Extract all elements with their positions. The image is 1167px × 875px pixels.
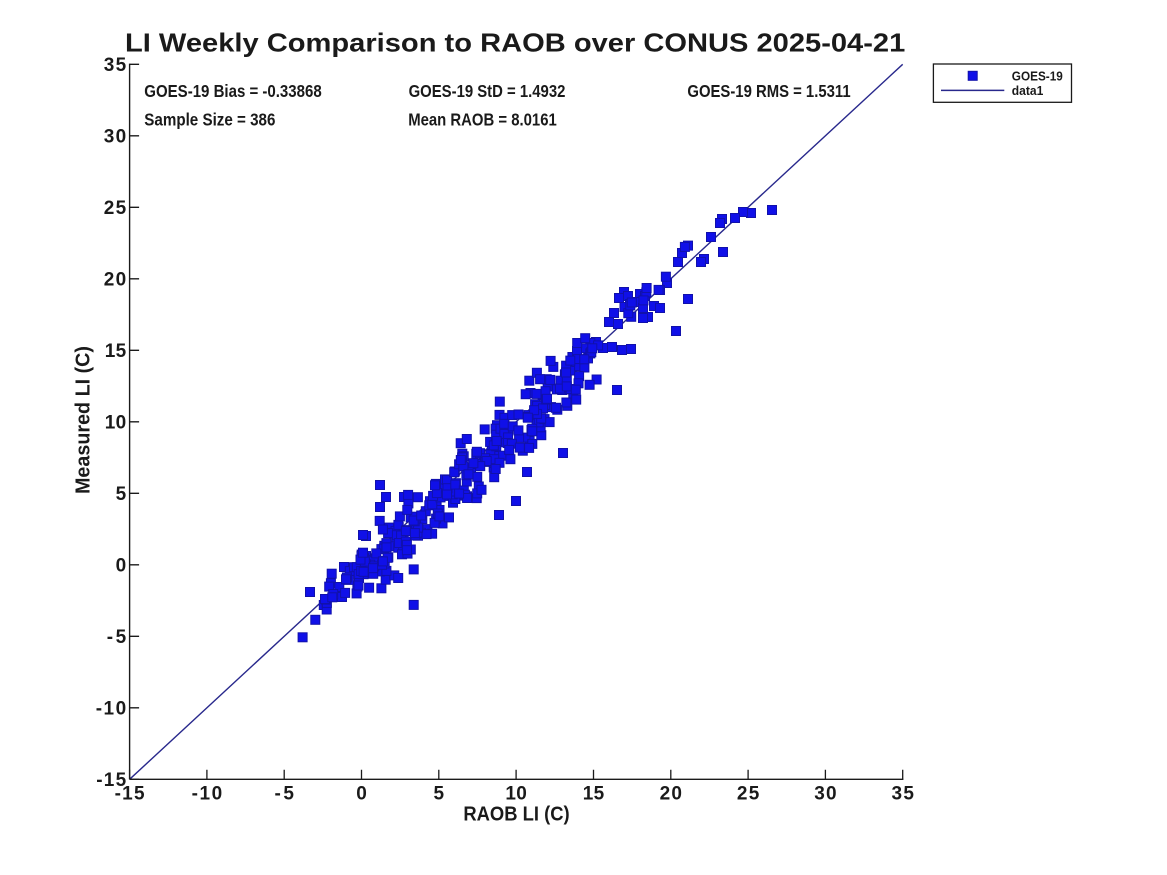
- svg-text:-10: -10: [96, 698, 127, 719]
- svg-text:35: 35: [892, 784, 915, 805]
- svg-text:GOES-19 RMS = 1.5311: GOES-19 RMS = 1.5311: [687, 81, 850, 101]
- svg-text:25: 25: [104, 198, 127, 219]
- svg-text:5: 5: [116, 484, 127, 505]
- svg-text:5: 5: [434, 784, 445, 805]
- svg-text:RAOB LI (C): RAOB LI (C): [463, 803, 569, 825]
- svg-text:GOES-19 StD = 1.4932: GOES-19 StD = 1.4932: [409, 81, 566, 101]
- svg-text:GOES-19 Bias = -0.33868: GOES-19 Bias = -0.33868: [144, 81, 322, 101]
- svg-text:0: 0: [116, 555, 127, 576]
- svg-text:-5: -5: [274, 784, 294, 805]
- svg-text:15: 15: [105, 341, 127, 362]
- svg-text:10: 10: [505, 784, 527, 805]
- svg-text:25: 25: [737, 784, 760, 805]
- svg-text:-5: -5: [107, 627, 127, 648]
- svg-text:15: 15: [583, 784, 605, 805]
- svg-text:GOES-19: GOES-19: [1012, 68, 1063, 83]
- svg-text:-15: -15: [96, 770, 126, 791]
- svg-text:-10: -10: [192, 784, 223, 805]
- svg-text:20: 20: [660, 784, 682, 805]
- svg-text:30: 30: [104, 126, 126, 147]
- svg-text:Measured LI (C): Measured LI (C): [73, 346, 95, 494]
- svg-text:30: 30: [814, 784, 836, 805]
- svg-text:-15: -15: [115, 784, 145, 805]
- svg-text:0: 0: [356, 784, 367, 805]
- svg-text:LI Weekly Comparison to RAOB o: LI Weekly Comparison to RAOB over CONUS …: [125, 28, 905, 58]
- svg-text:Mean RAOB = 8.0161: Mean RAOB = 8.0161: [408, 109, 557, 129]
- svg-text:data1: data1: [1012, 83, 1044, 98]
- svg-text:35: 35: [104, 55, 127, 76]
- svg-text:10: 10: [105, 412, 127, 433]
- svg-text:20: 20: [104, 269, 126, 290]
- svg-text:Sample Size = 386: Sample Size = 386: [144, 109, 275, 129]
